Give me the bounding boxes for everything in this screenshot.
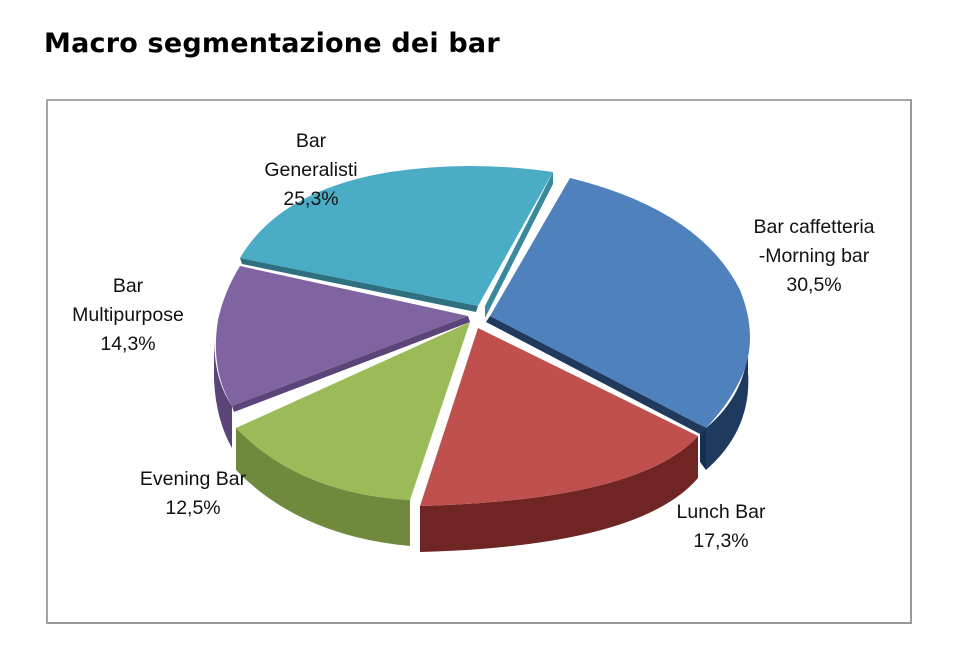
pie-slice-caffetteria-side bbox=[706, 330, 749, 470]
label-generalisti-line1: Bar bbox=[295, 130, 327, 152]
pie-slice-generalisti[interactable] bbox=[240, 166, 553, 306]
label-evening: Evening Bar 12,5% bbox=[140, 465, 246, 523]
label-caffetteria-line1: Bar caffetteria bbox=[753, 216, 875, 238]
label-evening-line1: Evening Bar bbox=[139, 468, 247, 490]
chart-title: Macro segmentazione dei bar bbox=[44, 28, 500, 59]
label-lunch: Lunch Bar 17,3% bbox=[677, 498, 766, 556]
pie-slice-lunch[interactable] bbox=[420, 328, 698, 506]
label-lunch-pct: 17,3% bbox=[693, 530, 749, 552]
label-multipurpose-pct: 14,3% bbox=[100, 333, 156, 355]
label-evening-pct: 12,5% bbox=[165, 497, 221, 519]
label-caffetteria-pct: 30,5% bbox=[786, 274, 842, 296]
pie-slice-lunch-side bbox=[420, 436, 698, 552]
pie-slice-multipurpose-side bbox=[214, 338, 232, 448]
label-generalisti-line2: Generalisti bbox=[264, 159, 358, 181]
label-multipurpose-line1: Bar bbox=[112, 275, 144, 297]
pie-slice-evening-side bbox=[236, 428, 410, 546]
label-caffetteria: Bar caffetteria -Morning bar 30,5% bbox=[753, 213, 874, 300]
pie-slice-caffetteria[interactable] bbox=[490, 178, 750, 428]
label-generalisti: Bar Generalisti 25,3% bbox=[264, 127, 357, 214]
label-lunch-line1: Lunch Bar bbox=[676, 501, 766, 523]
label-caffetteria-line2: -Morning bar bbox=[758, 245, 870, 267]
label-generalisti-pct: 25,3% bbox=[283, 188, 339, 210]
pie-slice-multipurpose[interactable] bbox=[215, 266, 468, 406]
label-multipurpose: Bar Multipurpose 14,3% bbox=[72, 272, 184, 359]
label-multipurpose-line2: Multipurpose bbox=[72, 304, 184, 326]
pie-slice-evening[interactable] bbox=[236, 322, 470, 500]
